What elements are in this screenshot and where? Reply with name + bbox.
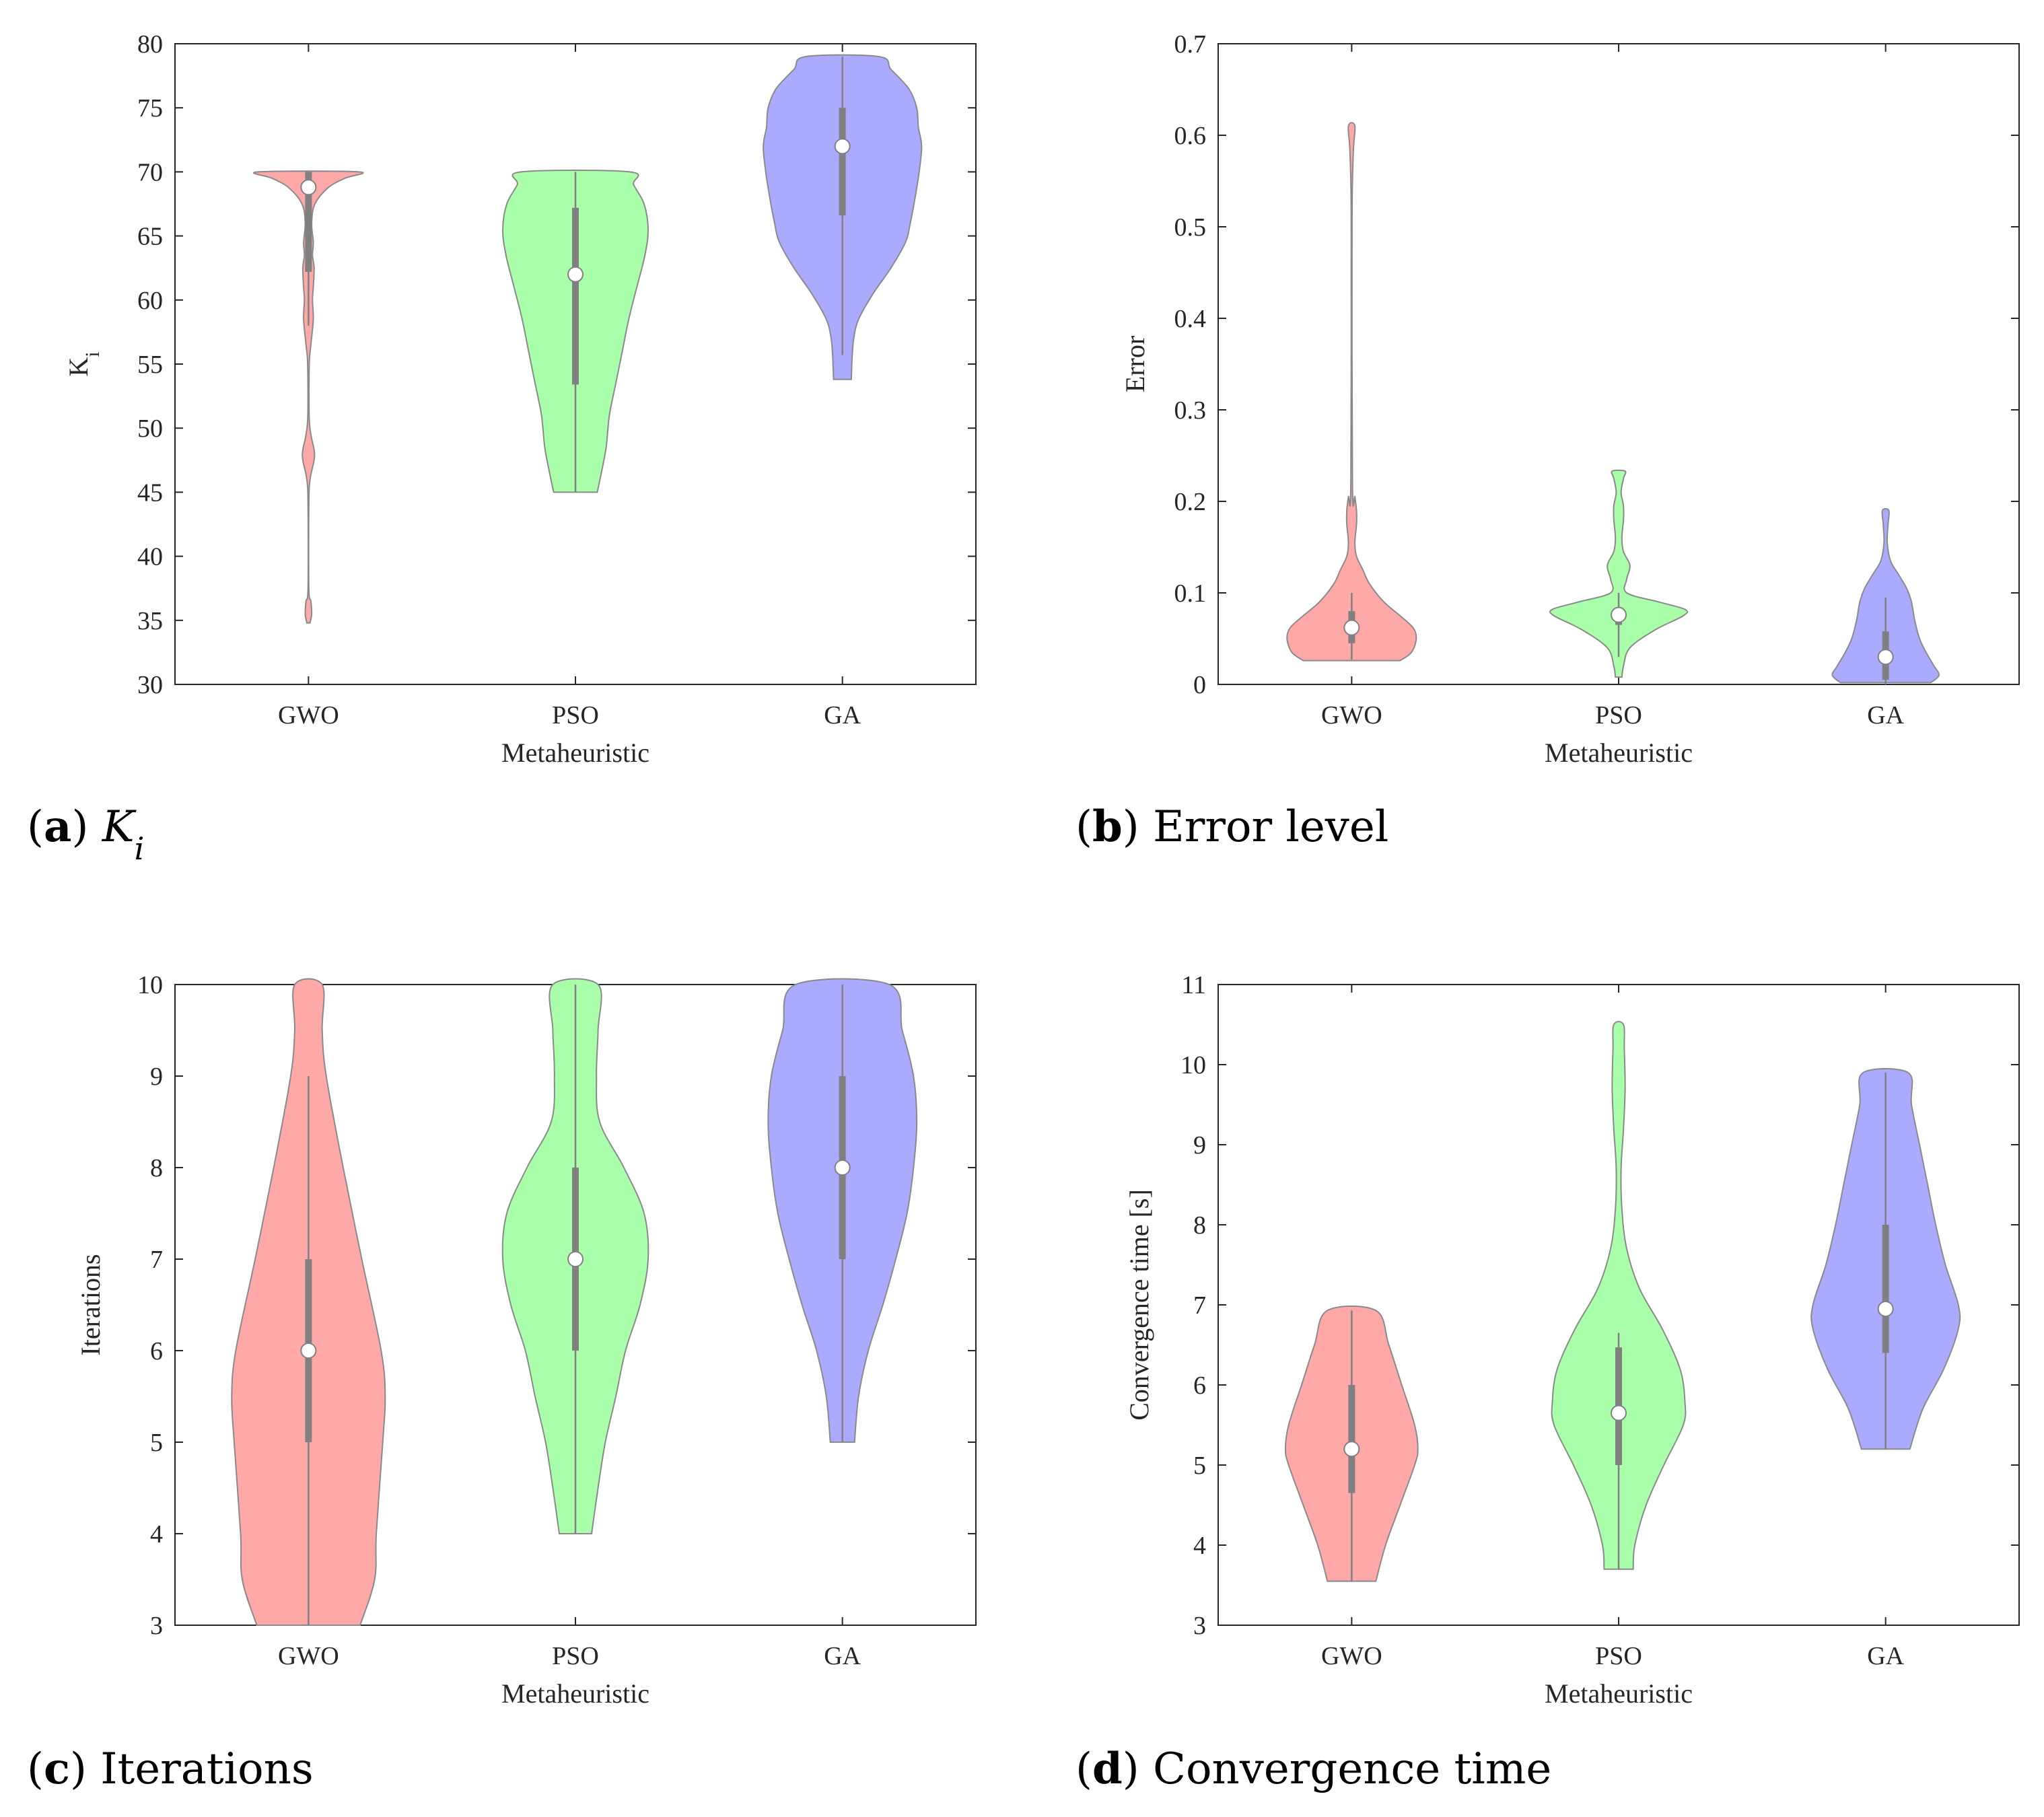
x-tick-label: GA <box>1867 1642 1904 1670</box>
y-tick-label: 0.5 <box>1174 213 1207 242</box>
y-tick-label: 0.7 <box>1174 30 1207 59</box>
caption-text: Convergence time <box>1153 1744 1551 1794</box>
x-tick-label: PSO <box>1595 1642 1642 1670</box>
y-tick-label: 80 <box>137 30 163 59</box>
x-tick-label: GA <box>824 701 861 729</box>
y-tick-label: 4 <box>1193 1532 1206 1560</box>
x-tick-label: GA <box>824 1642 861 1670</box>
y-tick-label: 5 <box>1193 1452 1206 1480</box>
y-axis-label-subscript: i <box>81 351 104 357</box>
median-marker-gwo <box>1343 619 1360 636</box>
y-tick-label: 45 <box>137 478 163 507</box>
x-tick-label: GWO <box>278 1642 339 1670</box>
median-marker-pso <box>1611 606 1627 623</box>
iqr-box-pso <box>572 207 579 385</box>
y-tick-label: 0 <box>1193 671 1206 699</box>
median-marker-ga <box>834 138 851 155</box>
iqr-box-gwo <box>1348 1385 1355 1493</box>
caption-text: K <box>102 802 137 852</box>
violin-pso <box>1549 469 1689 678</box>
panel-d: 3 4 5 6 7 8 9 10 11 GWO PSO GA Metaheuristic Converge… <box>1076 971 2020 1794</box>
x-tick-label: GWO <box>1321 701 1382 729</box>
y-tick-label: 5 <box>150 1429 163 1457</box>
panel-caption: (b) Error level <box>1076 801 1388 852</box>
x-axis-label: Metaheuristic <box>1545 1678 1693 1709</box>
x-axis-label: Metaheuristic <box>501 738 649 768</box>
x-axis-label: Metaheuristic <box>501 1678 649 1709</box>
y-tick-label: 3 <box>150 1612 163 1640</box>
y-tick-label: 70 <box>137 158 163 186</box>
caption-subscript: i <box>135 830 145 867</box>
y-tick-label: 0.6 <box>1174 122 1207 150</box>
violin-gwo <box>1286 122 1417 662</box>
y-tick-label: 65 <box>137 223 163 251</box>
y-tick-label: 9 <box>150 1063 163 1091</box>
y-tick-label: 10 <box>1180 1051 1206 1079</box>
y-tick-label: 7 <box>1193 1291 1206 1320</box>
iqr-box-gwo <box>305 172 312 272</box>
caption-text: Error level <box>1153 802 1388 852</box>
y-tick-label: 8 <box>150 1154 163 1182</box>
y-tick-label: 6 <box>150 1337 163 1365</box>
panel-caption: (d) Convergence time <box>1076 1744 1551 1794</box>
median-marker-gwo <box>300 179 317 196</box>
caption-text: Iterations <box>100 1744 313 1794</box>
y-tick-label: 0.3 <box>1174 396 1207 425</box>
y-tick-label: 11 <box>1181 971 1206 999</box>
median-marker-pso <box>1611 1404 1627 1421</box>
x-tick-label: GWO <box>278 701 339 729</box>
y-tick-label: 0.1 <box>1174 579 1207 608</box>
y-tick-label: 3 <box>1193 1612 1206 1640</box>
y-tick-label: 75 <box>137 94 163 122</box>
x-tick-label: GWO <box>1321 1642 1382 1670</box>
iqr-box-ga <box>839 108 846 216</box>
caption-letter: c <box>44 1744 70 1794</box>
y-tick-label: 8 <box>1193 1211 1206 1240</box>
median-marker-gwo <box>300 1343 317 1359</box>
x-tick-label: PSO <box>552 1642 599 1670</box>
y-tick-label: 55 <box>137 351 163 379</box>
violin-pso <box>1551 1021 1687 1570</box>
y-tick-label: 4 <box>150 1520 163 1548</box>
median-marker-pso <box>567 1251 584 1267</box>
median-marker-ga <box>1877 1300 1894 1317</box>
median-marker-gwo <box>1343 1441 1360 1458</box>
caption-letter: b <box>1092 801 1123 852</box>
y-tick-label: 0.2 <box>1174 488 1207 516</box>
y-tick-label: 0.4 <box>1174 305 1207 333</box>
panel-c: 3 4 5 6 7 8 9 10 GWO PSO GA Metaheuristic Iterations… <box>27 971 977 1794</box>
caption-letter: d <box>1092 1744 1123 1794</box>
median-marker-pso <box>567 266 584 283</box>
y-tick-label: 6 <box>1193 1371 1206 1400</box>
y-axis-label: Error <box>1120 336 1150 392</box>
panel-caption: (c) Iterations <box>27 1744 314 1794</box>
y-tick-label: 40 <box>137 543 163 571</box>
median-marker-ga <box>834 1160 851 1176</box>
y-tick-label: 9 <box>1193 1131 1206 1160</box>
y-tick-label: 60 <box>137 287 163 315</box>
violin-ga <box>1831 508 1940 684</box>
y-tick-label: 35 <box>137 607 163 635</box>
violin-gwo <box>252 170 364 624</box>
iqr-box-ga <box>1882 1225 1889 1353</box>
panel-a: 30 35 40 45 50 55 60 65 70 75 80 GWO PSO GA Metaheuris… <box>27 30 977 867</box>
y-axis-label: Iterations <box>75 1254 106 1355</box>
y-tick-label: 50 <box>137 415 163 443</box>
y-axis-label: Ki <box>63 351 104 376</box>
caption-letter: a <box>44 801 71 852</box>
y-axis-label: Convergence time [s] <box>1124 1189 1154 1421</box>
x-tick-label: PSO <box>552 701 599 729</box>
x-tick-label: GA <box>1867 701 1904 729</box>
median-marker-ga <box>1877 649 1894 666</box>
panel-b: 0 0.1 0.2 0.3 0.4 0.5 0.6 0.7 GWO PSO GA Metaheuris… <box>1076 30 2020 852</box>
x-axis-label: Metaheuristic <box>1545 738 1693 768</box>
y-tick-label: 30 <box>137 671 163 699</box>
y-tick-label: 10 <box>137 971 163 999</box>
x-tick-label: PSO <box>1595 701 1642 729</box>
y-tick-label: 7 <box>150 1246 163 1274</box>
panel-caption: (a) Ki <box>27 801 144 867</box>
